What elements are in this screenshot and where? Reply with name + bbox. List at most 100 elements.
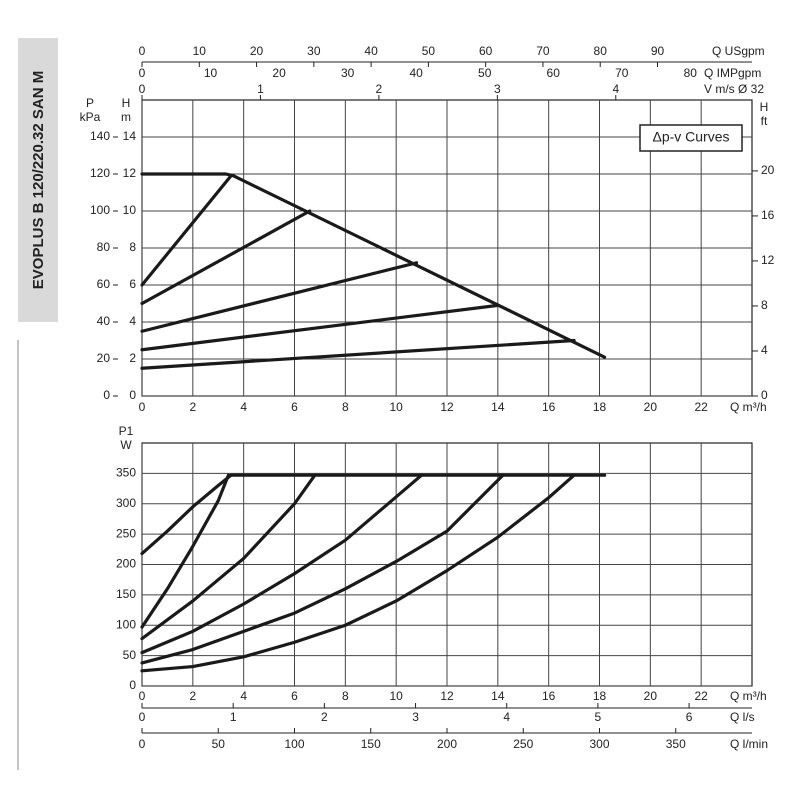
x-tick-label: 0 [139,689,146,703]
curve [140,473,317,641]
y-tick-label: 300 [116,496,136,510]
tick-label: 0 [103,388,110,402]
curve [140,473,576,673]
tick-label: 100 [284,737,304,751]
x-tick-label: 2 [189,689,196,703]
tick-label: 5 [595,710,602,724]
axis-label: kPa [80,110,101,124]
axis-label: H [760,100,769,114]
axis-label: Q IMPgpm [704,66,761,80]
y-tick-label: 4 [129,314,136,328]
curve [140,338,576,370]
y-tick-label: 12 [123,166,137,180]
tick-label: 20 [97,351,111,365]
y-tick-label: 200 [116,557,136,571]
side-title-box [18,38,58,322]
tick-label: 120 [90,166,110,180]
x-tick-label: 14 [491,400,505,414]
tick-label: 10 [193,44,207,58]
tick-label: 60 [97,277,111,291]
x-tick-label: 20 [644,689,658,703]
tick-label: 6 [686,710,693,724]
y-tick-label: 6 [129,277,136,291]
side-title: EVOPLUS B 120/220.32 SAN M [30,71,47,289]
curve [140,473,424,655]
x-tick-label: 0 [139,400,146,414]
axis-label: Q USgpm [712,44,765,58]
tick-label: 1 [257,82,264,96]
tick-label: 0 [139,710,146,724]
curve [140,174,233,287]
y-tick-label: 0 [129,388,136,402]
y-tick-label: 100 [116,617,136,631]
x-tick-label: 14 [491,689,505,703]
x-tick-label: 22 [694,400,708,414]
tick-label: 20 [272,66,286,80]
tick-label: 350 [666,737,686,751]
axis-label: ft [761,114,768,128]
tick-label: 40 [409,66,423,80]
y-axis-label: m [121,110,131,124]
x-tick-label: 12 [440,400,454,414]
curve [140,261,419,333]
y-axis-label: P1 [119,424,134,438]
y-tick-label: 250 [116,526,136,540]
y-axis-label: H [122,96,131,110]
y-tick-label: 50 [123,648,137,662]
x-tick-label: 16 [542,689,556,703]
y-tick-label: 2 [129,351,136,365]
tick-label: 70 [536,44,550,58]
tick-label: 4 [612,82,619,96]
curve [140,303,500,352]
tick-label: 80 [97,240,111,254]
tick-label: 140 [90,129,110,143]
x-tick-label: 10 [389,689,403,703]
tick-label: 60 [547,66,561,80]
tick-label: 30 [341,66,355,80]
tick-label: 40 [364,44,378,58]
axis-label: Q l/min [730,737,768,751]
tick-label: 80 [594,44,608,58]
y-tick-label: 150 [116,587,136,601]
tick-label: 0 [139,82,146,96]
axis-label: P [86,96,94,110]
tick-label: 90 [651,44,665,58]
x-tick-label: 4 [240,400,247,414]
tick-label: 30 [307,44,321,58]
y-tick-label: 14 [123,129,137,143]
curve [140,209,312,306]
x-tick-label: 20 [644,400,658,414]
tick-label: 0 [139,66,146,80]
axis-label: Q l/s [730,710,755,724]
x-tick-label: 18 [593,400,607,414]
annotation-box [639,124,743,152]
tick-label: 16 [761,208,775,222]
x-tick-label: 4 [240,689,247,703]
x-axis-label: Q m³/h [730,689,767,703]
tick-label: 60 [479,44,493,58]
tick-label: 4 [503,710,510,724]
tick-label: 150 [361,737,381,751]
tick-label: 80 [684,66,698,80]
x-tick-label: 6 [291,689,298,703]
tick-label: 40 [97,314,111,328]
tick-label: 50 [212,737,226,751]
tick-label: 3 [412,710,419,724]
tick-label: 20 [250,44,264,58]
x-tick-label: 8 [342,689,349,703]
y-tick-label: 8 [129,240,136,254]
x-tick-label: 18 [593,689,607,703]
x-tick-label: 22 [694,689,708,703]
tick-label: 50 [478,66,492,80]
curve [140,473,505,665]
tick-label: 0 [139,737,146,751]
axis-label: V m/s Ø 32 [704,82,764,96]
tick-label: 2 [321,710,328,724]
tick-label: 0 [139,44,146,58]
tick-label: 200 [437,737,457,751]
tick-label: 2 [376,82,383,96]
annotation: Δp-v Curves [652,129,729,145]
y-tick-label: 10 [123,203,137,217]
tick-label: 3 [494,82,501,96]
